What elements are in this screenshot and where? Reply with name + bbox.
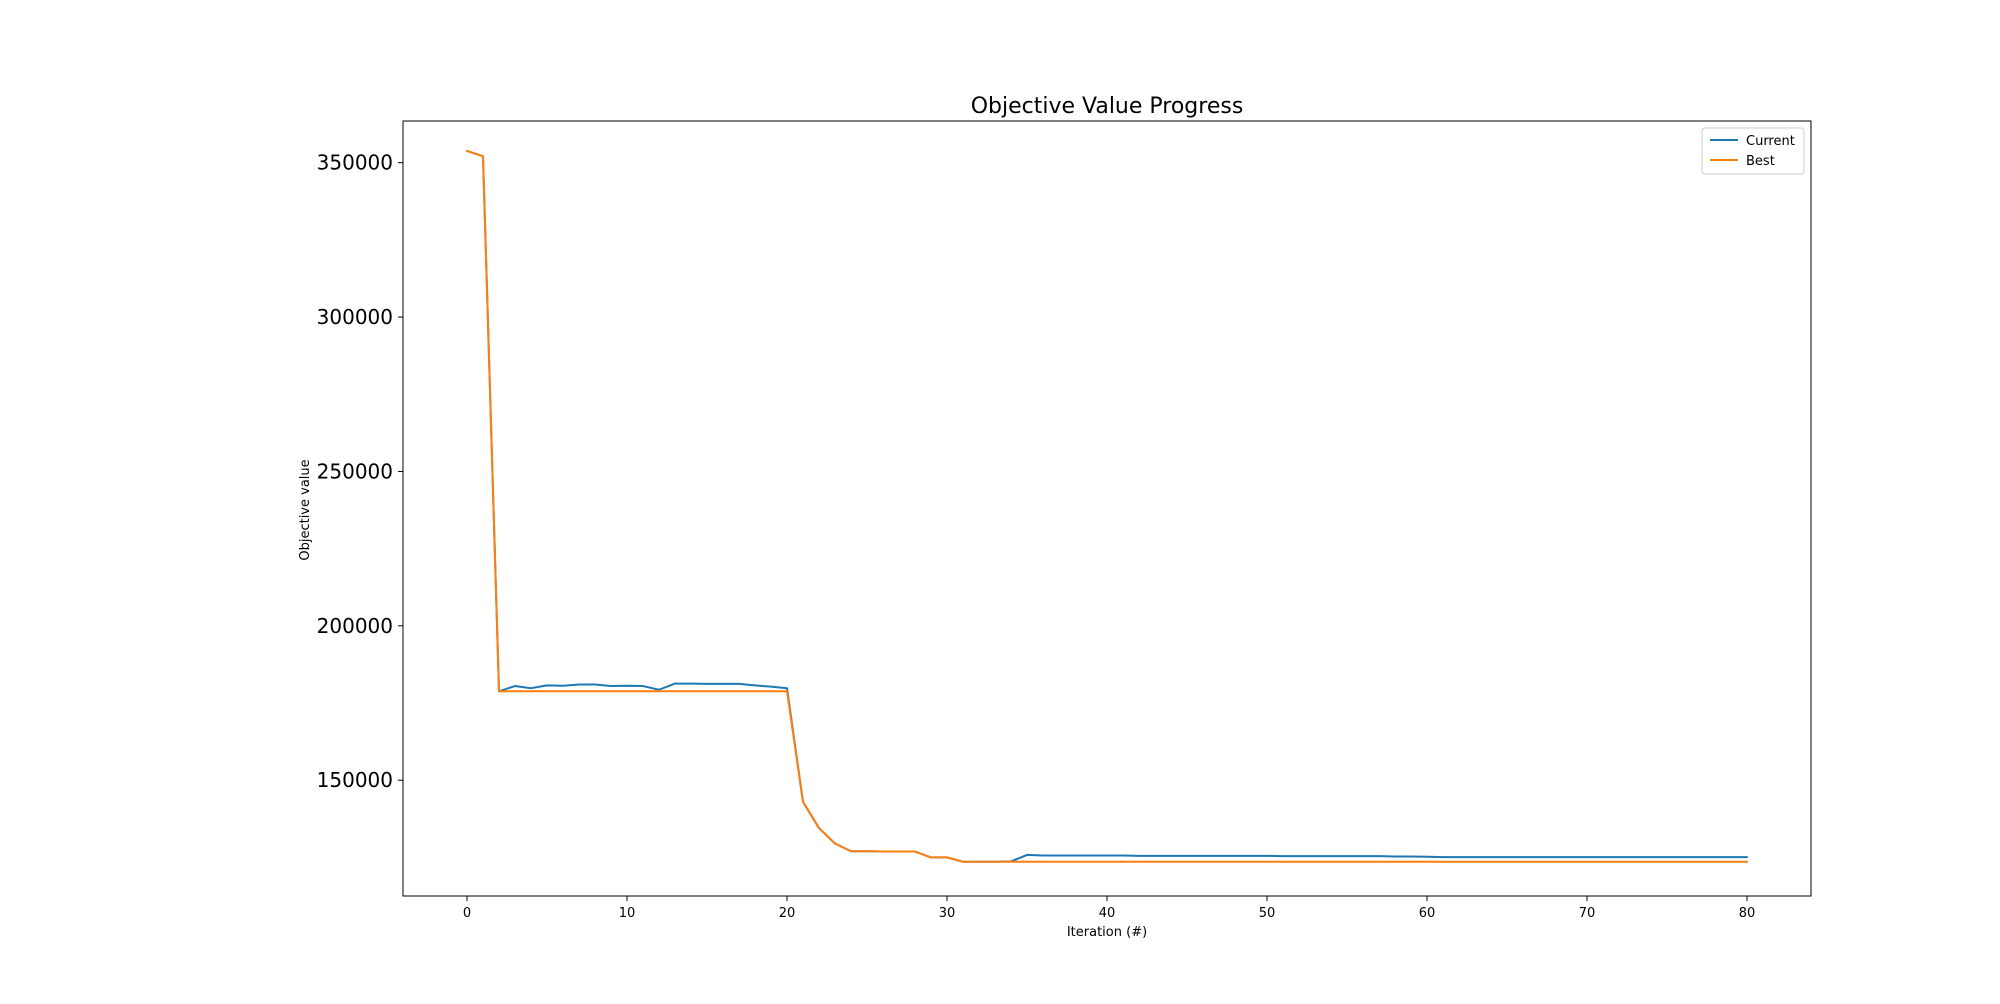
legend: Current Best [1701, 127, 1805, 175]
x-tick-label: 80 [1739, 906, 1756, 921]
x-tick-label: 40 [1099, 906, 1116, 921]
series-line-best [466, 149, 1748, 863]
x-tick-label: 60 [1419, 906, 1436, 921]
series-lines [466, 149, 1748, 863]
x-tick-label: 20 [779, 906, 796, 921]
y-tick-label: 250000 [317, 459, 393, 483]
series-line-current [466, 149, 1748, 863]
y-tick-label: 150000 [317, 768, 393, 792]
y-tick-label: 300000 [317, 305, 393, 329]
legend-label-best: Best [1746, 154, 1775, 169]
plot-area-frame [402, 120, 1812, 897]
x-tick-label: 50 [1259, 906, 1276, 921]
y-tick-label: 200000 [317, 614, 393, 638]
x-tick-label: 0 [463, 906, 471, 921]
y-axis-label: Objective value [298, 459, 313, 560]
x-tick-label: 10 [619, 906, 636, 921]
x-axis-label: Iteration (#) [1067, 925, 1147, 940]
x-tick-label: 30 [939, 906, 956, 921]
y-axis-ticks: 150000 200000 250000 300000 350000 [317, 151, 403, 792]
y-tick-label: 350000 [317, 151, 393, 175]
x-tick-label: 70 [1579, 906, 1596, 921]
x-axis-ticks: 0 10 20 30 40 50 60 70 80 [463, 896, 1755, 921]
chart-title: Objective Value Progress [971, 94, 1244, 119]
legend-label-current: Current [1746, 134, 1795, 149]
